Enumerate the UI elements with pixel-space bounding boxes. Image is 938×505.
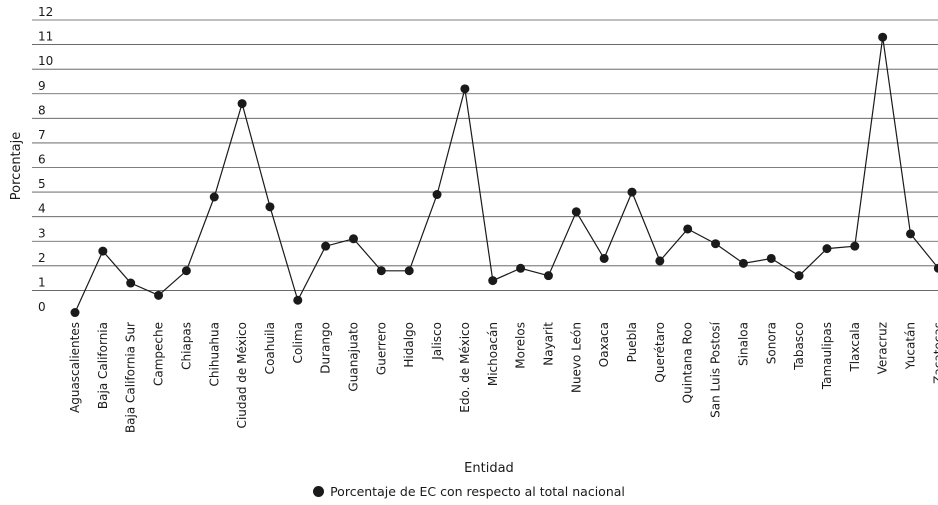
y-tick-label: 11 — [38, 30, 53, 44]
data-point — [209, 192, 219, 202]
x-tick-label: Guerrero — [374, 322, 388, 375]
y-tick-label: 9 — [38, 79, 46, 93]
data-point — [516, 263, 526, 273]
data-point — [460, 84, 470, 94]
x-tick-label: Tabasco — [792, 322, 806, 371]
data-point — [738, 258, 748, 268]
data-point — [655, 256, 665, 266]
x-tick-label: Querétaro — [653, 322, 667, 383]
x-tick-label: Veracruz — [876, 322, 890, 374]
x-tick-label: Guanajuato — [347, 322, 361, 392]
legend: Porcentaje de EC con respecto al total n… — [0, 484, 938, 499]
data-point — [237, 99, 247, 109]
x-tick-label: Nayarit — [541, 322, 555, 366]
data-point — [70, 308, 80, 318]
x-tick-label: San Luis Postosí — [709, 321, 723, 418]
x-tick-label: Chiapas — [179, 322, 193, 370]
x-tick-label: Yucatán — [904, 322, 918, 370]
data-point — [404, 266, 414, 276]
data-point — [627, 187, 637, 197]
gridlines — [32, 19, 938, 291]
data-point — [766, 253, 776, 263]
data-point — [376, 266, 386, 276]
x-tick-label: Morelos — [514, 322, 528, 369]
data-point — [599, 253, 609, 263]
data-point — [878, 32, 888, 42]
y-tick-label: 0 — [38, 300, 46, 314]
x-tick-label: Sonora — [764, 322, 778, 364]
data-point — [321, 241, 331, 251]
y-tick-label: 3 — [38, 226, 46, 240]
data-point — [794, 271, 804, 281]
y-tick-label: 2 — [38, 251, 46, 265]
x-tick-label: Baja California Sur — [124, 322, 138, 433]
x-tick-label: Colima — [291, 322, 305, 363]
data-point — [711, 239, 721, 249]
data-point — [933, 263, 938, 273]
legend-label: Porcentaje de EC con respecto al total n… — [330, 484, 625, 499]
x-tick-label: Aguascalientes — [68, 322, 82, 413]
y-tick-label: 4 — [38, 202, 46, 216]
y-axis-title: Porcentaje — [9, 132, 24, 200]
legend-marker-icon — [313, 486, 325, 497]
x-tick-labels: Aguascalientes Baja California Baja Califo… — [68, 321, 938, 433]
data-point — [265, 202, 275, 212]
data-point — [126, 278, 136, 288]
data-point — [432, 190, 442, 200]
x-tick-label: Jalisco — [430, 322, 444, 361]
x-tick-label: Tamaulipas — [820, 322, 834, 390]
x-tick-label: Hidalgo — [402, 322, 416, 368]
data-point — [822, 244, 832, 254]
x-tick-label: Oaxaca — [597, 322, 611, 367]
data-point — [349, 234, 358, 244]
x-tick-label: Ciudad de México — [235, 322, 249, 428]
x-tick-label: Quintana Roo — [681, 322, 695, 403]
x-tick-label: Edo. de México — [458, 322, 472, 413]
x-tick-label: Zacatecas — [931, 322, 938, 384]
y-tick-label: 1 — [38, 275, 46, 289]
x-tick-label: Puebla — [625, 322, 639, 362]
x-tick-label: Coahuila — [263, 322, 277, 374]
data-point — [850, 241, 860, 251]
data-points — [70, 32, 938, 318]
x-tick-label: Michoacán — [486, 322, 500, 386]
x-tick-label: Durango — [319, 322, 333, 374]
x-tick-label: Campeche — [152, 322, 166, 386]
data-point — [488, 276, 498, 286]
x-tick-label: Sinaloa — [736, 322, 750, 366]
data-point — [683, 224, 693, 234]
y-tick-label: 5 — [38, 177, 46, 191]
data-point — [543, 271, 553, 281]
data-point — [293, 295, 303, 305]
y-tick-label: 12 — [38, 5, 53, 19]
x-axis-title: Entidad — [464, 461, 514, 476]
x-tick-label: Baja California — [96, 322, 110, 409]
x-tick-label: Nuevo León — [569, 322, 583, 393]
data-point — [571, 207, 581, 217]
x-tick-label: Tlaxcala — [848, 322, 862, 373]
data-point — [181, 266, 191, 276]
y-tick-label: 6 — [38, 153, 46, 167]
data-point — [906, 229, 915, 239]
y-tick-label: 8 — [38, 103, 46, 117]
series-line — [74, 37, 938, 313]
y-tick-label: 7 — [38, 128, 46, 142]
data-point — [98, 246, 108, 256]
data-point — [154, 290, 164, 300]
x-tick-label: Chihuahua — [207, 322, 221, 386]
y-tick-label: 10 — [38, 54, 53, 68]
